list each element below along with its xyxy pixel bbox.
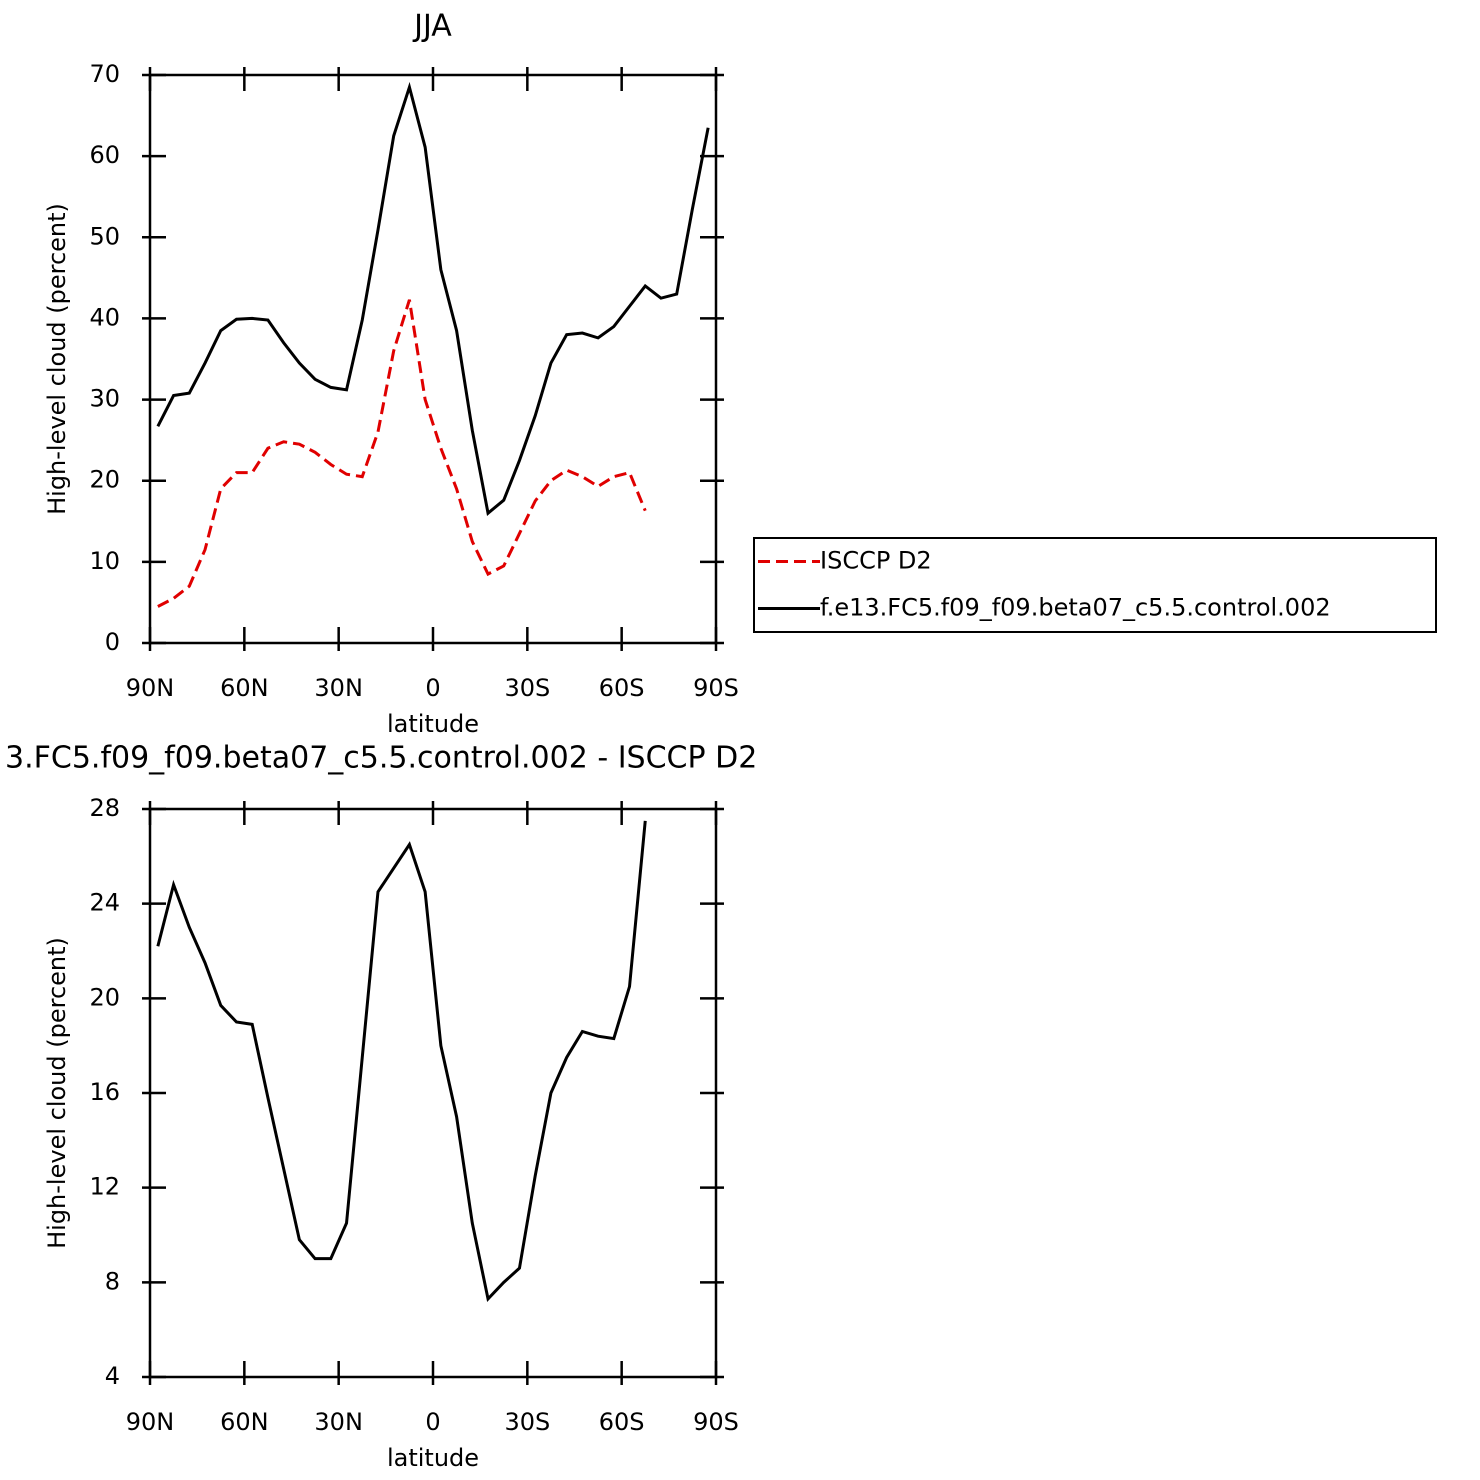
data-line xyxy=(157,299,647,608)
x-tick-label: 90S xyxy=(693,1408,739,1436)
y-tick-label: 0 xyxy=(105,628,120,656)
y-tick-label: 16 xyxy=(89,1078,120,1106)
x-tick-label: 0 xyxy=(425,674,440,702)
x-tick-label: 90N xyxy=(126,1408,175,1436)
x-tick-label: 60N xyxy=(220,674,269,702)
y-tick-label: 20 xyxy=(89,983,120,1011)
y-tick-label: 12 xyxy=(89,1173,120,1201)
x-axis-label: latitude xyxy=(387,1444,479,1472)
x-tick-label: 60S xyxy=(599,674,645,702)
x-tick-label: 30S xyxy=(504,674,550,702)
x-tick-label: 90S xyxy=(693,674,739,702)
y-tick-label: 24 xyxy=(89,889,120,917)
y-tick-label: 30 xyxy=(89,385,120,413)
y-axis-label: High-level cloud (percent) xyxy=(43,937,71,1249)
x-tick-label: 30N xyxy=(314,1408,363,1436)
y-tick-label: 50 xyxy=(89,222,120,250)
data-line xyxy=(156,81,710,516)
x-tick-label: 60N xyxy=(220,1408,269,1436)
x-tick-label: 30S xyxy=(504,1408,550,1436)
chart-title: JJA xyxy=(412,9,452,44)
y-tick-label: 20 xyxy=(89,466,120,494)
y-tick-label: 10 xyxy=(89,547,120,575)
x-tick-label: 60S xyxy=(599,1408,645,1436)
y-axis-label: High-level cloud (percent) xyxy=(43,203,71,515)
y-tick-label: 70 xyxy=(89,60,120,88)
y-tick-label: 40 xyxy=(89,303,120,331)
x-tick-label: 90N xyxy=(126,674,175,702)
y-tick-label: 8 xyxy=(105,1267,120,1295)
x-tick-label: 30N xyxy=(314,674,363,702)
y-tick-label: 28 xyxy=(89,794,120,822)
y-tick-label: 60 xyxy=(89,141,120,169)
plot-frame xyxy=(148,807,718,1379)
y-tick-label: 4 xyxy=(105,1362,120,1390)
data-line xyxy=(156,820,647,1303)
legend-box xyxy=(753,537,1437,633)
legend-label: f.e13.FC5.f09_f09.beta07_c5.5.control.00… xyxy=(820,594,1331,622)
x-axis-label: latitude xyxy=(387,710,479,738)
chart-title: 3.FC5.f09_f09.beta07_c5.5.control.002 - … xyxy=(5,741,757,776)
legend-label: ISCCP D2 xyxy=(820,547,932,575)
plot-frame xyxy=(148,73,718,645)
x-tick-label: 0 xyxy=(425,1408,440,1436)
